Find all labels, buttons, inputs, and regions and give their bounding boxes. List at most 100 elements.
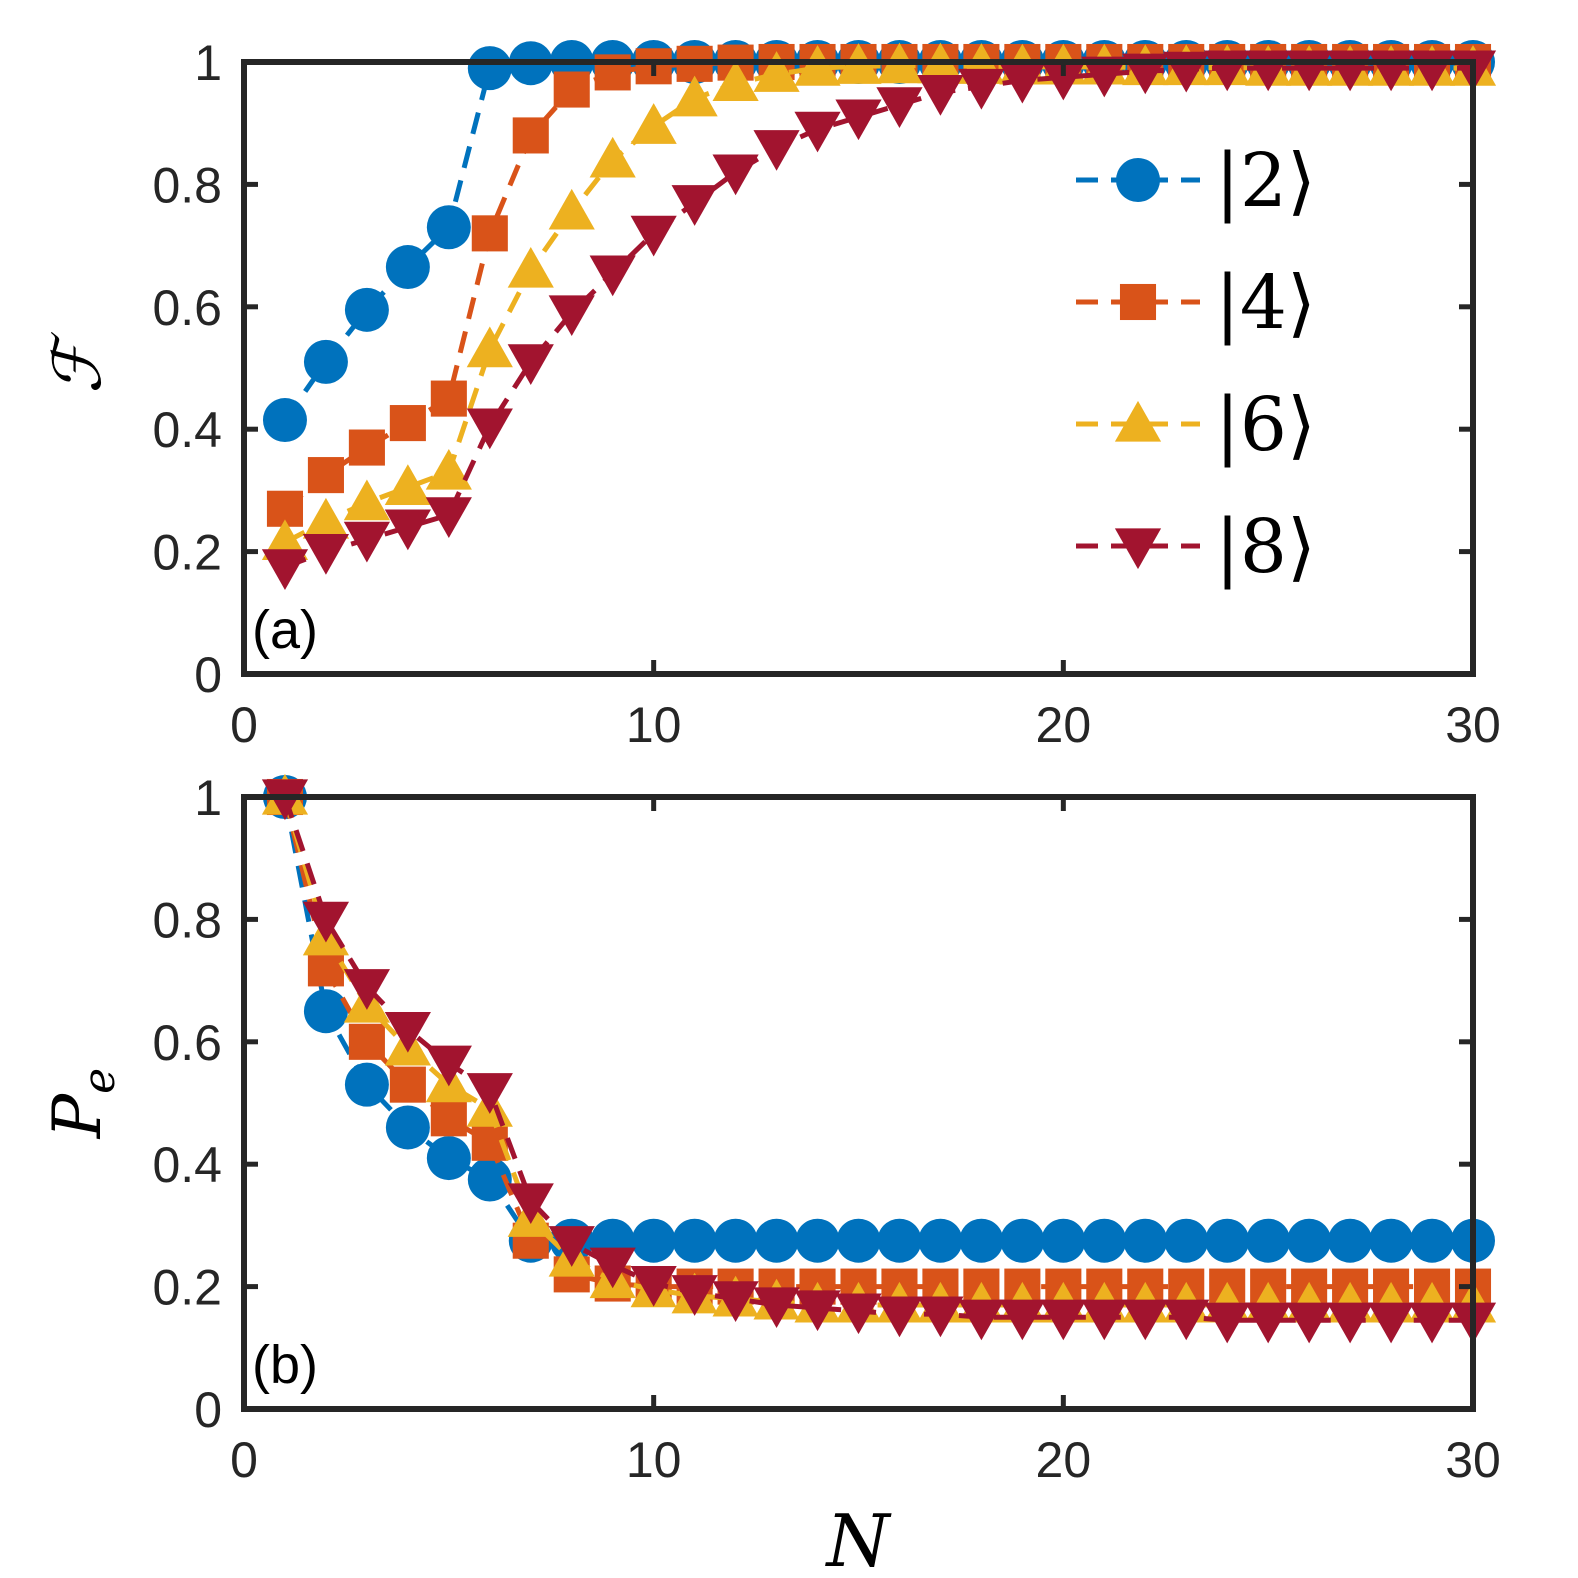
panel-b-series-s8-point	[384, 1011, 431, 1053]
panel-b-ylabel: Pe	[39, 1068, 125, 1139]
panel-b-series-s2-point	[959, 1218, 1004, 1263]
legend-label: |2⟩	[1215, 138, 1316, 224]
panel-a-series-s6-point	[425, 448, 472, 490]
panel-b-series-s8-point	[1367, 1302, 1415, 1344]
legend-label: |8⟩	[1215, 504, 1316, 590]
legend-marker	[1119, 283, 1157, 321]
panel-b-series-s2-point	[1328, 1218, 1373, 1263]
panel-a-series-s2-point	[303, 339, 348, 384]
panel-a-series-s4-point	[553, 71, 590, 108]
panel-b-series-s2-point	[1369, 1218, 1414, 1263]
panel-a-series-s2-point	[467, 46, 512, 91]
panel-a-series-s8-point	[302, 534, 350, 575]
panel-b-series-s8-point	[794, 1290, 841, 1332]
panel-b-ylabel-main: P	[39, 1092, 116, 1139]
panel-b-series-s8-point	[1408, 1302, 1456, 1344]
panel-b-series-s8-point	[548, 1226, 595, 1267]
panel-a-series-s4-point	[307, 457, 344, 494]
panel-a-ytick-label: 0.2	[152, 525, 222, 581]
panel-a-series-s4-point	[512, 117, 549, 154]
legend: |2⟩ |4⟩ |6⟩ |8⟩	[1076, 138, 1316, 590]
panel-b-series-s8-point	[712, 1281, 759, 1322]
panel-b-ylabel-subscript: e	[74, 1068, 125, 1094]
panel-a-plot-area	[244, 62, 1473, 674]
panel-b-series-s4-point	[430, 1100, 467, 1137]
panel-b-series-s8-point	[507, 1183, 554, 1225]
panel-a-series-s8-point	[589, 255, 636, 297]
legend-label: |6⟩	[1215, 382, 1316, 468]
panel-a-ytick-label: 0.8	[152, 157, 222, 213]
panel-a-series-s8-point	[917, 75, 964, 116]
panel-b-ytick-label: 0	[194, 1382, 222, 1438]
panel-a-series-s8-line	[284, 65, 1473, 570]
panel-b-series-s2-point	[1246, 1218, 1291, 1263]
panel-a-series-s6-point	[794, 45, 841, 86]
panel-b-ytick-label: 0.6	[152, 1015, 222, 1071]
panel-a-series-s8-point	[999, 62, 1046, 104]
panel-a-series-s8-point	[876, 87, 923, 128]
panel-a-series-s2-point	[426, 205, 471, 250]
panel-a-label: (a)	[252, 600, 318, 660]
panel-a-series-s6-point	[507, 246, 554, 288]
panel-a-series-s6-line	[283, 63, 1473, 545]
panel-a-series-s2-point	[344, 287, 389, 332]
panel-b-series-s8-point	[1204, 1302, 1251, 1344]
panel-a-series-s8-point	[630, 215, 677, 257]
panel-b-series-s8-point	[671, 1275, 718, 1316]
panel-b-series-s2-point	[467, 1157, 512, 1202]
panel-a-series-s4-point	[348, 429, 385, 466]
panel-b-series-s4-point	[389, 1066, 426, 1103]
panel-b-series-s8-point	[1327, 1302, 1374, 1344]
panel-a-series-s6-point	[630, 103, 677, 144]
panel-a-series-s6-point	[589, 136, 636, 178]
panel-b-series-s2-point	[918, 1218, 963, 1263]
panel-b-series-s2-point	[836, 1218, 881, 1263]
legend-entry-2: |2⟩	[1076, 138, 1316, 224]
legend-entry-8: |8⟩	[1076, 504, 1316, 590]
panel-b-series-s8-point	[466, 1073, 513, 1114]
panel-a-series-s6-point	[302, 497, 350, 539]
panel-a-ytick-label: 1	[194, 35, 222, 91]
x-axis-title: N	[825, 1499, 893, 1578]
panel-a-series-s8-point	[261, 549, 309, 590]
panel-b-axes-box	[241, 794, 1476, 1412]
panel-b-series-s2-point	[877, 1218, 922, 1263]
panel-b-series-s2-point	[1000, 1218, 1045, 1263]
panel-b-series-s8-point	[958, 1299, 1005, 1341]
panel-a-series-s4-point	[430, 380, 467, 417]
panel-b-series-s8-point	[1040, 1299, 1087, 1341]
panel-b-series-s8	[261, 779, 1497, 1344]
panel-b-series-s4-line	[282, 796, 1473, 1290]
panel-a-series-s8-point	[958, 68, 1005, 110]
panel-a-series-s6-point	[753, 51, 800, 92]
legend-marker	[1114, 400, 1162, 442]
legend-marker	[1114, 528, 1162, 570]
panel-a-series-s8-point	[835, 99, 882, 141]
panel-b-series-s2-point	[344, 1062, 389, 1107]
panel-a-series-s8-point	[548, 295, 595, 337]
panel-b-series-s2-point	[631, 1218, 676, 1263]
panel-a-xtick-label: 20	[1036, 697, 1092, 753]
panel-a-ytick-label: 0	[194, 647, 222, 703]
panel-a-series-s8-point	[507, 344, 554, 385]
panel-a-series-s2-point	[262, 398, 307, 443]
panel-b-series-s8-point	[753, 1287, 800, 1329]
panel-a-ytick-label: 0.6	[152, 280, 222, 336]
panel-a-series-s6-point	[548, 188, 595, 230]
panel-b-series-s2-point	[426, 1136, 471, 1181]
panel-a-series-s8-point	[425, 497, 472, 538]
panel-a-series-s6-point	[384, 464, 431, 505]
panel-a-series-s4-point	[471, 215, 508, 252]
legend-label: |4⟩	[1215, 260, 1316, 346]
panel-b-series-s2-point	[754, 1218, 799, 1263]
panel-b-series-s8-point	[835, 1293, 882, 1335]
panel-b-series-s8-point	[917, 1296, 964, 1338]
panel-a-xtick-label: 0	[230, 697, 258, 753]
panel-a-xtick-label: 30	[1445, 697, 1501, 753]
panel-b-series-s8-point	[302, 901, 350, 943]
panel-b-series-s8-point	[1081, 1299, 1128, 1341]
panel-b-series-s4-point	[307, 950, 344, 987]
panel-b-xtick-label: 20	[1036, 1432, 1092, 1488]
